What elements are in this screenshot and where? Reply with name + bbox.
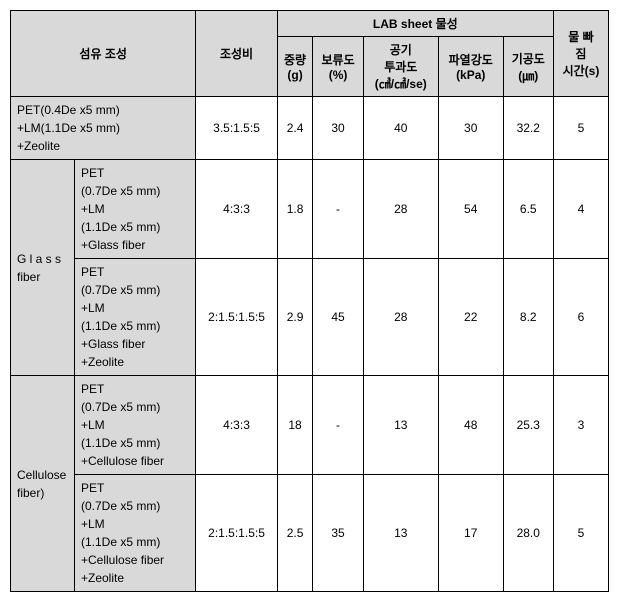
cell-comp: PET(0.4De x5 mm)+LM(1.1De x5 mm)+Zeolite	[11, 97, 196, 160]
cell-air: 13	[363, 376, 438, 475]
cell-comp: PET(0.7De x5 mm)+LM(1.1De x5 mm)+Glass f…	[75, 160, 196, 259]
cell-pore: 25.3	[503, 376, 553, 475]
table-row: PET(0.7De x5 mm)+LM(1.1De x5 mm)+Glass f…	[11, 259, 609, 376]
header-fiber-comp: 섬유 조성	[11, 11, 196, 97]
cell-burst: 30	[438, 97, 503, 160]
table-row: Cellulosefiber) PET(0.7De x5 mm)+LM(1.1D…	[11, 376, 609, 475]
cell-retention: -	[313, 376, 363, 475]
cell-retention: -	[313, 160, 363, 259]
cell-pore: 6.5	[503, 160, 553, 259]
header-pore: 기공도(㎛)	[503, 37, 553, 97]
cell-retention: 30	[313, 97, 363, 160]
cell-pore: 32.2	[503, 97, 553, 160]
cell-ratio: 2:1.5:1.5:5	[196, 259, 277, 376]
cell-air: 28	[363, 160, 438, 259]
group-label-glass: G l a s sfiber	[11, 160, 75, 376]
cell-ratio: 4:3:3	[196, 160, 277, 259]
cell-burst: 22	[438, 259, 503, 376]
header-retention: 보류도(%)	[313, 37, 363, 97]
cell-drain: 5	[553, 97, 608, 160]
header-drain: 물 빠짐시간(s)	[553, 11, 608, 97]
group-label-cellulose: Cellulosefiber)	[11, 376, 75, 592]
cell-drain: 3	[553, 376, 608, 475]
cell-air: 40	[363, 97, 438, 160]
data-table: 섬유 조성 조성비 LAB sheet 물성 물 빠짐시간(s) 중량(g) 보…	[10, 10, 609, 592]
cell-ratio: 4:3:3	[196, 376, 277, 475]
cell-drain: 6	[553, 259, 608, 376]
cell-drain: 4	[553, 160, 608, 259]
cell-weight: 2.9	[277, 259, 313, 376]
header-ratio: 조성비	[196, 11, 277, 97]
cell-weight: 1.8	[277, 160, 313, 259]
header-weight: 중량(g)	[277, 37, 313, 97]
table-row: PET(0.4De x5 mm)+LM(1.1De x5 mm)+Zeolite…	[11, 97, 609, 160]
header-lab-group: LAB sheet 물성	[277, 11, 553, 37]
cell-ratio: 3.5:1.5:5	[196, 97, 277, 160]
cell-weight: 18	[277, 376, 313, 475]
table-row: G l a s sfiber PET(0.7De x5 mm)+LM(1.1De…	[11, 160, 609, 259]
cell-pore: 8.2	[503, 259, 553, 376]
cell-comp: PET(0.7De x5 mm)+LM(1.1De x5 mm)+Cellulo…	[75, 376, 196, 475]
cell-comp: PET(0.7De x5 mm)+LM(1.1De x5 mm)+Glass f…	[75, 259, 196, 376]
header-air: 공기투과도(㎤/㎠/se)	[363, 37, 438, 97]
cell-air: 28	[363, 259, 438, 376]
header-burst: 파열강도(kPa)	[438, 37, 503, 97]
cell-retention: 45	[313, 259, 363, 376]
cell-weight: 2.4	[277, 97, 313, 160]
cell-burst: 54	[438, 160, 503, 259]
cell-burst: 48	[438, 376, 503, 475]
